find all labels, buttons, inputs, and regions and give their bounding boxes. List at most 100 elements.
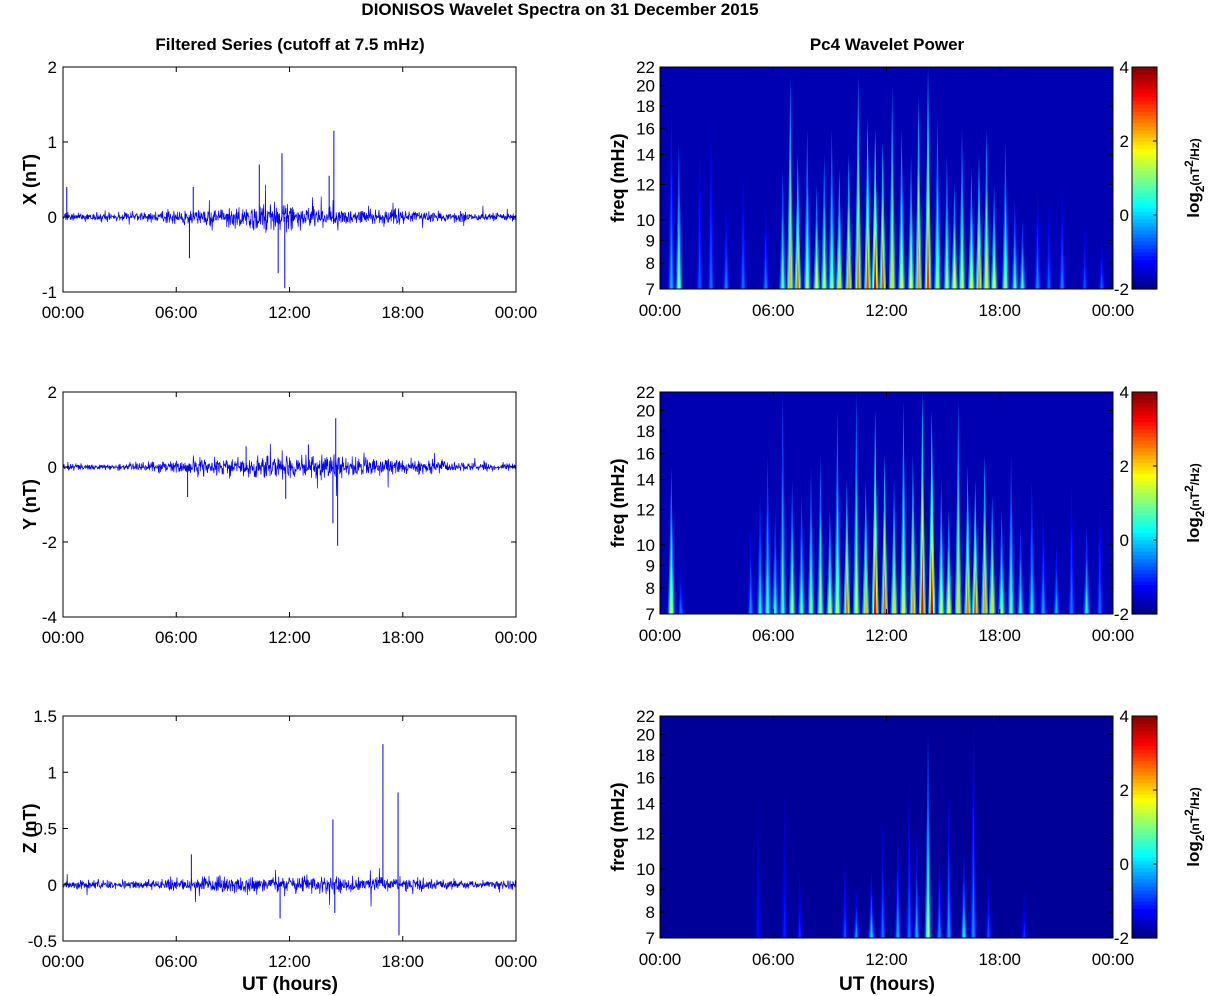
colorbar-swatch: [1132, 447, 1157, 452]
colorbar-tick-label: 4: [1120, 707, 1129, 726]
colorbar-swatch: [1132, 96, 1157, 101]
y-tick-label: 0.5: [33, 820, 57, 839]
power-burst: [677, 237, 681, 289]
power-burst: [822, 241, 826, 289]
colorbar-swatch: [1132, 189, 1157, 194]
colorbar-swatch: [1132, 274, 1157, 279]
colorbar-swatch: [1132, 551, 1157, 556]
x-tick-label: 00:00: [639, 626, 682, 645]
colorbar-swatch: [1132, 852, 1157, 858]
colorbar-swatch: [1132, 771, 1157, 776]
colorbar-swatch: [1132, 218, 1157, 223]
colorbar-swatch: [1132, 462, 1157, 467]
power-burst: [915, 901, 918, 938]
power-burst: [845, 566, 849, 614]
x-tick-label: 12:00: [865, 626, 908, 645]
y-tick-label: 1: [48, 763, 57, 782]
colorbar-swatch: [1132, 793, 1157, 798]
colorbar-swatch: [1132, 834, 1157, 839]
power-burst: [1083, 264, 1086, 289]
colorbar-swatch: [1132, 823, 1157, 828]
power-burst: [866, 228, 869, 289]
series-trace: [62, 184, 517, 233]
power-burst: [902, 539, 905, 614]
colorbar-swatch: [1132, 912, 1157, 917]
power-burst: [809, 562, 813, 614]
spectrogram-background: [660, 67, 1113, 289]
colorbar-swatch: [1132, 602, 1157, 608]
colorbar-swatch: [1132, 499, 1157, 504]
colorbar-swatch: [1132, 926, 1157, 932]
colorbar-swatch: [1132, 215, 1157, 220]
y-tick-label: 8: [646, 579, 655, 598]
colorbar-swatch: [1132, 107, 1157, 112]
colorbar-swatch: [1132, 104, 1157, 109]
y-tick-label: 0: [48, 458, 57, 477]
colorbar-swatch: [1132, 901, 1157, 906]
x-tick-label: 00:00: [1092, 950, 1135, 969]
colorbar-tick-label: -2: [1114, 929, 1129, 948]
y-tick-label: 1: [48, 133, 57, 152]
colorbar-swatch: [1132, 841, 1157, 847]
x-tick-label: 00:00: [42, 952, 85, 971]
colorbar-swatch: [1132, 115, 1157, 120]
colorbar-swatch: [1132, 606, 1157, 611]
power-burst: [873, 232, 877, 289]
colorbar-swatch: [1132, 281, 1157, 286]
colorbar-swatch: [1132, 67, 1157, 72]
colorbar-swatch: [1132, 741, 1157, 747]
colorbar-swatch: [1132, 181, 1157, 186]
power-burst: [939, 566, 943, 614]
y-axis-label: X (nT): [20, 154, 40, 205]
colorbar-tick-label: 0: [1120, 531, 1129, 550]
colorbar-swatch: [1132, 144, 1157, 149]
power-burst: [947, 886, 951, 938]
y-tick-label: 8: [646, 254, 655, 273]
colorbar-swatch: [1132, 804, 1157, 810]
colorbar-swatch: [1132, 454, 1157, 460]
colorbar-swatch: [1132, 856, 1157, 861]
colorbar-tick-label: 2: [1120, 781, 1129, 800]
colorbar-swatch: [1132, 166, 1157, 172]
x-tick-label: 18:00: [978, 301, 1021, 320]
power-burst: [855, 536, 858, 614]
power-burst: [953, 252, 956, 289]
x-tick-label: 06:00: [155, 303, 198, 322]
power-burst: [783, 886, 786, 938]
x-tick-label: 00:00: [1092, 626, 1135, 645]
y-tick-label: 0: [48, 876, 57, 895]
power-burst: [883, 557, 886, 614]
colorbar-swatch: [1132, 727, 1157, 732]
colorbar-swatch: [1132, 178, 1157, 183]
colorbar-swatch: [1132, 255, 1157, 260]
x-axis-label-left: UT (hours): [242, 974, 338, 995]
power-burst: [1000, 577, 1003, 614]
colorbar-swatch: [1132, 930, 1157, 935]
colorbar-swatch: [1132, 588, 1157, 593]
colorbar-swatch: [1132, 514, 1157, 519]
y-tick-label: 18: [636, 422, 655, 441]
colorbar: -2 0 2 4 log2(nT2/Hz): [1114, 58, 1207, 299]
colorbar-swatch: [1132, 860, 1157, 865]
power-burst: [1023, 920, 1026, 938]
colorbar-swatch: [1132, 889, 1157, 895]
colorbar-swatch: [1132, 443, 1157, 449]
plot-area: [63, 716, 516, 941]
y-tick-label: 20: [636, 401, 655, 420]
colorbar-swatch: [1132, 547, 1157, 552]
colorbar-swatch: [1132, 565, 1157, 571]
colorbar-swatch: [1132, 425, 1157, 430]
power-burst: [796, 241, 800, 289]
x-tick-label: 06:00: [752, 950, 795, 969]
colorbar-swatch: [1132, 466, 1157, 471]
colorbar-label: log2(nT2/Hz): [1182, 138, 1207, 218]
y-tick-label: 9: [646, 231, 655, 250]
power-burst: [1036, 252, 1039, 289]
power-burst: [930, 542, 934, 614]
power-burst: [921, 536, 924, 614]
y-tick-label: -0.5: [28, 932, 57, 951]
colorbar-swatch: [1132, 584, 1157, 589]
power-burst: [1100, 271, 1103, 289]
colorbar-swatch: [1132, 838, 1157, 843]
